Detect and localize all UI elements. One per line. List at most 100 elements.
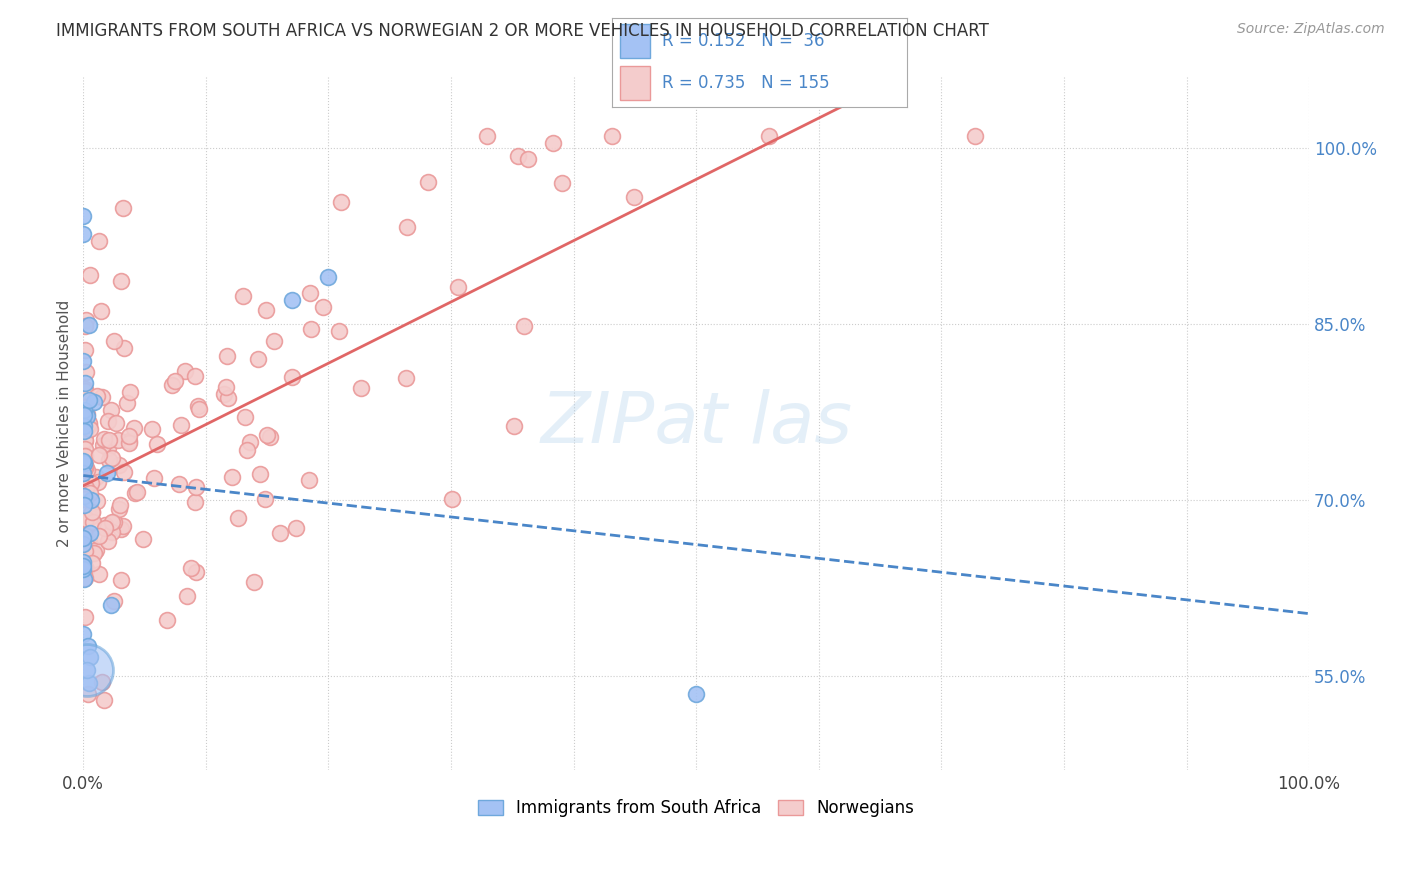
Point	[100, 451, 122, 466]
Point	[101, 524, 124, 539]
Point	[217, 349, 239, 363]
Point	[118, 429, 141, 443]
Point	[217, 391, 239, 405]
Point	[75, 365, 97, 379]
Point	[239, 434, 262, 449]
Point	[72, 627, 94, 641]
Point	[80, 505, 103, 519]
Point	[77, 393, 100, 408]
Point	[77, 676, 100, 690]
Point	[73, 492, 96, 507]
Point	[73, 382, 96, 396]
Point	[160, 378, 183, 392]
Point	[76, 409, 98, 424]
Point	[132, 532, 155, 546]
Point	[73, 571, 96, 585]
Point	[330, 194, 353, 209]
Point	[73, 458, 96, 472]
Point	[90, 390, 112, 404]
Point	[76, 663, 98, 677]
Point	[685, 687, 707, 701]
Point	[72, 209, 94, 223]
Point	[350, 381, 373, 395]
Point	[184, 565, 207, 579]
Point	[82, 505, 104, 519]
Point	[312, 300, 335, 314]
Point	[72, 466, 94, 480]
Point	[72, 573, 94, 587]
Point	[73, 561, 96, 575]
Point	[103, 594, 125, 608]
Point	[75, 511, 97, 525]
Text: ZIPat las: ZIPat las	[540, 389, 852, 458]
Point	[110, 275, 132, 289]
Point	[105, 416, 128, 430]
Point	[89, 529, 111, 543]
Point	[72, 409, 94, 424]
Point	[212, 386, 235, 401]
Point	[77, 532, 100, 546]
Point	[97, 441, 120, 455]
Point	[79, 485, 101, 500]
Point	[84, 542, 107, 557]
Point	[146, 436, 169, 450]
Point	[76, 463, 98, 477]
Point	[73, 458, 96, 473]
Point	[77, 687, 100, 701]
Point	[447, 280, 470, 294]
Point	[517, 152, 540, 166]
Point	[73, 433, 96, 447]
Point	[73, 544, 96, 558]
Point	[167, 477, 190, 491]
Point	[298, 473, 321, 487]
Point	[90, 303, 112, 318]
Point	[101, 515, 124, 529]
Point	[550, 176, 572, 190]
Point	[176, 589, 198, 603]
Point	[75, 343, 97, 357]
Point	[73, 528, 96, 542]
Point	[72, 227, 94, 242]
Point	[79, 268, 101, 283]
Point	[963, 129, 986, 144]
Point	[184, 369, 207, 384]
Point	[73, 426, 96, 441]
Point	[506, 148, 529, 162]
Legend: Immigrants from South Africa, Norwegians: Immigrants from South Africa, Norwegians	[471, 793, 921, 824]
Point	[112, 519, 135, 533]
Point	[115, 396, 138, 410]
Point	[97, 414, 120, 428]
Point	[72, 531, 94, 545]
Point	[93, 518, 115, 533]
Point	[269, 525, 291, 540]
Point	[83, 546, 105, 560]
Point	[112, 465, 135, 479]
Point	[118, 435, 141, 450]
Text: R = 0.735   N = 155: R = 0.735 N = 155	[662, 74, 830, 92]
Point	[72, 402, 94, 417]
Point	[72, 454, 94, 468]
Point	[142, 471, 165, 485]
Point	[79, 525, 101, 540]
Point	[100, 599, 122, 613]
Point	[75, 384, 97, 399]
Text: Source: ZipAtlas.com: Source: ZipAtlas.com	[1237, 22, 1385, 37]
Text: R = 0.152   N =  36: R = 0.152 N = 36	[662, 32, 824, 50]
Point	[77, 318, 100, 332]
Point	[80, 476, 103, 491]
Point	[86, 389, 108, 403]
Point	[72, 408, 94, 422]
Point	[298, 285, 321, 300]
Point	[249, 467, 271, 481]
Point	[215, 380, 238, 394]
Point	[180, 561, 202, 575]
Point	[103, 515, 125, 529]
Point	[221, 470, 243, 484]
Point	[758, 129, 780, 144]
Point	[72, 456, 94, 470]
Point	[94, 520, 117, 534]
Point	[79, 533, 101, 548]
Point	[72, 419, 94, 434]
Point	[79, 510, 101, 524]
Point	[75, 482, 97, 496]
